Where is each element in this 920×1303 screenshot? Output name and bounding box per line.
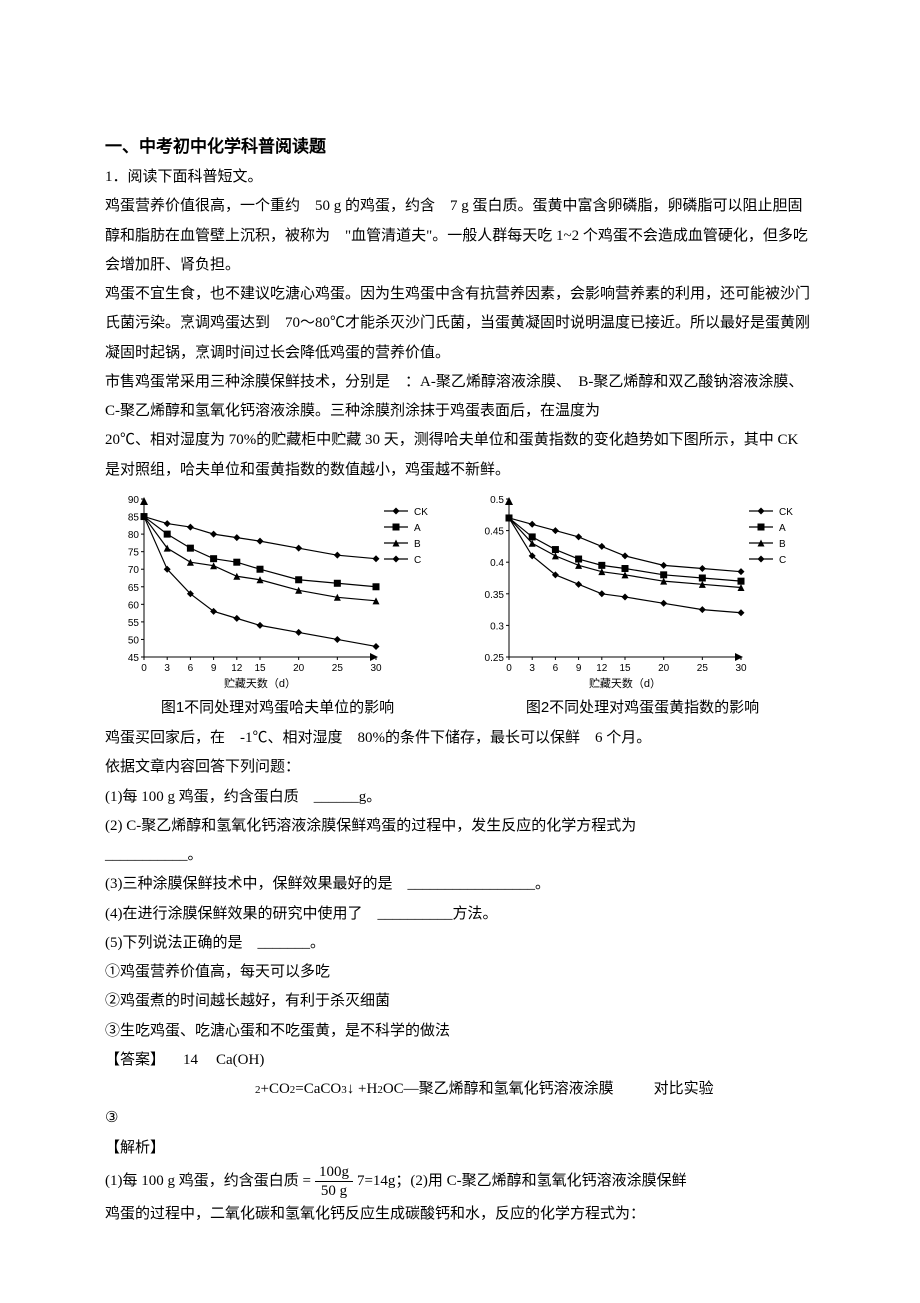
svg-text:0: 0 bbox=[141, 663, 147, 674]
answer-2-i: O bbox=[383, 1075, 394, 1104]
svg-text:贮藏天数（d）: 贮藏天数（d） bbox=[588, 677, 660, 690]
fraction-bot: 50 g bbox=[317, 1182, 351, 1200]
para-6: 依据文章内容回答下列问题： bbox=[105, 753, 815, 782]
opt-1: ①鸡蛋营养价值高，每天可以多吃 bbox=[105, 958, 815, 987]
svg-text:65: 65 bbox=[127, 583, 139, 594]
svg-text:15: 15 bbox=[619, 663, 631, 674]
svg-text:80: 80 bbox=[127, 530, 139, 541]
explain-label: 【解析】 bbox=[105, 1134, 815, 1163]
answer-3: C—聚乙烯醇和氢氧化钙溶液涂膜 bbox=[394, 1075, 614, 1104]
answer-2-a: Ca(OH) bbox=[216, 1046, 264, 1075]
answer-2-e: =CaCO bbox=[295, 1075, 341, 1104]
figure-2: 0.25 0.3 0.35 0.4 0.45 0.5 0 3 6 9 12 15 20 25 30 贮藏天数（… bbox=[470, 491, 815, 722]
svg-text:C: C bbox=[779, 555, 786, 566]
answer-label: 【答案】 bbox=[105, 1046, 165, 1075]
answer-5: ③ bbox=[105, 1104, 815, 1133]
svg-text:25: 25 bbox=[331, 663, 343, 674]
svg-text:0.5: 0.5 bbox=[490, 495, 504, 506]
svg-text:0.45: 0.45 bbox=[484, 526, 504, 537]
svg-text:20: 20 bbox=[293, 663, 305, 674]
svg-text:70: 70 bbox=[127, 565, 139, 576]
svg-text:CK: CK bbox=[779, 507, 793, 518]
svg-text:85: 85 bbox=[127, 512, 139, 523]
svg-text:0.35: 0.35 bbox=[484, 590, 504, 601]
svg-text:9: 9 bbox=[210, 663, 216, 674]
svg-text:30: 30 bbox=[370, 663, 382, 674]
sub-q2: (2) C-聚乙烯醇和氢氧化钙溶液涂膜保鲜鸡蛋的过程中，发生反应的化学方程式为 bbox=[105, 812, 815, 841]
svg-text:贮藏天数（d）: 贮藏天数（d） bbox=[223, 677, 295, 690]
svg-text:6: 6 bbox=[187, 663, 193, 674]
svg-text:9: 9 bbox=[575, 663, 581, 674]
chart-2-svg: 0.25 0.3 0.35 0.4 0.45 0.5 0 3 6 9 12 15 20 25 30 贮藏天数（… bbox=[473, 491, 813, 691]
para-4: 20℃、相对湿度为 70%的贮藏柜中贮藏 30 天，测得哈夫单位和蛋黄指数的变化… bbox=[105, 426, 815, 485]
svg-text:30: 30 bbox=[735, 663, 747, 674]
chart-1-svg: 45 50 55 60 65 70 75 80 85 90 0 3 6 9 12 15 20 25 30 贮藏天数（d… bbox=[108, 491, 448, 691]
svg-text:B: B bbox=[414, 539, 421, 550]
opt-2: ②鸡蛋煮的时间越长越好，有利于杀灭细菌 bbox=[105, 987, 815, 1016]
figure-1: 45 50 55 60 65 70 75 80 85 90 0 3 6 9 12 15 20 25 30 贮藏天数（d… bbox=[105, 491, 450, 722]
svg-text:50: 50 bbox=[127, 635, 139, 646]
svg-text:20: 20 bbox=[658, 663, 670, 674]
sub-q5: (5)下列说法正确的是 _______。 bbox=[105, 929, 815, 958]
svg-text:A: A bbox=[779, 523, 786, 534]
answer-line-2: 2 +CO 2 =CaCO 3 ↓ +H 2 O C—聚乙烯醇和氢氧化钙溶液涂膜… bbox=[105, 1075, 815, 1104]
svg-text:6: 6 bbox=[552, 663, 558, 674]
para-3: 市售鸡蛋常采用三种涂膜保鲜技术，分别是 ：A-聚乙烯醇溶液涂膜、 B-聚乙烯醇和… bbox=[105, 368, 815, 427]
svg-text:25: 25 bbox=[696, 663, 708, 674]
answer-2-g: ↓ +H bbox=[347, 1075, 378, 1104]
svg-text:75: 75 bbox=[127, 548, 139, 559]
svg-text:0.25: 0.25 bbox=[484, 653, 504, 664]
svg-text:3: 3 bbox=[529, 663, 535, 674]
para-1: 鸡蛋营养价值很高，一个重约 50 g 的鸡蛋，约含 7 g 蛋白质。蛋黄中富含卵… bbox=[105, 192, 815, 280]
answer-1: 14 bbox=[183, 1046, 198, 1075]
sub-q2b: ___________。 bbox=[105, 841, 815, 870]
sub-q3: (3)三种涂膜保鲜技术中，保鲜效果最好的是 _________________。 bbox=[105, 870, 815, 899]
svg-text:B: B bbox=[779, 539, 786, 550]
svg-text:3: 3 bbox=[164, 663, 170, 674]
explain-1a: (1)每 100 g 鸡蛋，约含蛋白质 = bbox=[105, 1167, 311, 1196]
para-5: 鸡蛋买回家后，在 -1℃、相对湿度 80%的条件下储存，最长可以保鲜 6 个月。 bbox=[105, 724, 815, 753]
figure-1-caption: 图1不同处理对鸡蛋哈夫单位的影响 bbox=[161, 693, 394, 722]
svg-text:60: 60 bbox=[127, 600, 139, 611]
svg-text:0: 0 bbox=[506, 663, 512, 674]
fraction: 100g 50 g bbox=[315, 1163, 353, 1200]
para-2: 鸡蛋不宜生食，也不建议吃溏心鸡蛋。因为生鸡蛋中含有抗营养因素，会影响营养素的利用… bbox=[105, 280, 815, 368]
svg-text:0.3: 0.3 bbox=[490, 621, 504, 632]
sub-q4: (4)在进行涂膜保鲜效果的研究中使用了 __________方法。 bbox=[105, 900, 815, 929]
svg-text:A: A bbox=[414, 523, 421, 534]
section-heading: 一、中考初中化学科普阅读题 bbox=[105, 130, 815, 163]
answer-line-1: 【答案】 14 Ca(OH) bbox=[105, 1046, 815, 1075]
fraction-top: 100g bbox=[315, 1163, 353, 1182]
opt-3: ③生吃鸡蛋、吃溏心蛋和不吃蛋黄，是不科学的做法 bbox=[105, 1017, 815, 1046]
svg-text:CK: CK bbox=[414, 507, 428, 518]
explain-1: (1)每 100 g 鸡蛋，约含蛋白质 = 100g 50 g 7=14g；(2… bbox=[105, 1163, 815, 1200]
svg-text:0.4: 0.4 bbox=[490, 558, 504, 569]
svg-text:C: C bbox=[414, 555, 421, 566]
question-label: 1．阅读下面科普短文。 bbox=[105, 163, 815, 192]
sub-q1: (1)每 100 g 鸡蛋，约含蛋白质 ______g。 bbox=[105, 783, 815, 812]
answer-4: 对比实验 bbox=[654, 1075, 714, 1104]
explain-1b: 7=14g；(2)用 C-聚乙烯醇和氢氧化钙溶液涂膜保鲜 bbox=[357, 1167, 687, 1196]
svg-text:55: 55 bbox=[127, 618, 139, 629]
svg-text:12: 12 bbox=[596, 663, 608, 674]
svg-text:15: 15 bbox=[254, 663, 266, 674]
svg-text:90: 90 bbox=[127, 495, 139, 506]
svg-text:12: 12 bbox=[231, 663, 243, 674]
figure-2-caption: 图2不同处理对鸡蛋蛋黄指数的影响 bbox=[526, 693, 759, 722]
explain-2: 鸡蛋的过程中，二氧化碳和氢氧化钙反应生成碳酸钙和水，反应的化学方程式为： bbox=[105, 1200, 815, 1229]
answer-2-c: +CO bbox=[261, 1075, 290, 1104]
svg-text:45: 45 bbox=[127, 653, 139, 664]
figure-row: 4550556065707580859003691215202530贮藏天数（d… bbox=[105, 491, 815, 722]
